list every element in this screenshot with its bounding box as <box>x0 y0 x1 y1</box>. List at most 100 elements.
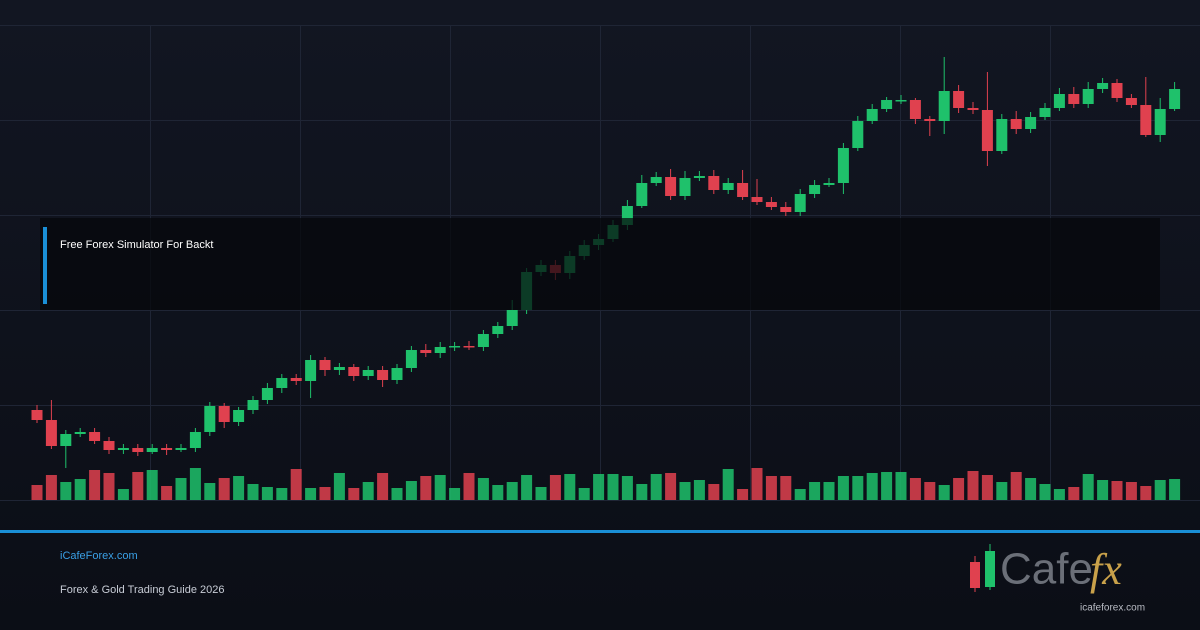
volume-bar <box>924 482 936 500</box>
candle-body <box>218 406 230 422</box>
overlay-accent <box>43 227 47 304</box>
candle-body <box>852 121 864 148</box>
candle-body <box>981 110 993 151</box>
candle-body <box>89 432 101 441</box>
volume-bar <box>45 475 57 500</box>
candle-body <box>276 378 288 388</box>
volume-bar <box>276 488 288 500</box>
volume-bar <box>377 473 389 500</box>
volume-bar <box>765 476 777 500</box>
volume-bar <box>175 478 187 500</box>
candle-body <box>967 108 979 110</box>
candle-body <box>1053 94 1065 108</box>
volume-bar <box>204 483 216 500</box>
volume-bar <box>319 487 331 500</box>
volume-bar <box>218 478 230 500</box>
candle-body <box>1125 98 1137 105</box>
candle-body <box>204 406 216 432</box>
volume-bar <box>535 487 547 500</box>
candle-body <box>175 448 187 450</box>
candle-body <box>924 119 936 121</box>
footer-tagline: Forex & Gold Trading Guide 2026 <box>60 584 224 596</box>
divider <box>0 530 1200 533</box>
volume-bar <box>146 470 158 500</box>
candle-body <box>996 119 1008 151</box>
candle-body <box>679 178 691 196</box>
candle-body <box>794 194 806 212</box>
volume-bar <box>636 484 648 500</box>
candle-body <box>189 432 201 448</box>
logo-mark: fx <box>1090 545 1122 594</box>
volume-bar <box>449 488 461 500</box>
candle-body <box>161 448 173 450</box>
candle-body <box>31 410 43 420</box>
candle-body <box>103 441 115 450</box>
volume-bar <box>1154 480 1166 500</box>
candle-body <box>60 434 72 446</box>
volume-bar <box>909 478 921 500</box>
volume-bar <box>1111 481 1123 500</box>
candle-body <box>722 183 734 190</box>
candle-body <box>362 370 374 376</box>
volume-bar <box>938 485 950 500</box>
candle-body <box>477 334 489 347</box>
volume-bar <box>161 486 173 500</box>
volume-bar <box>261 487 273 500</box>
volume-bar <box>1125 482 1137 500</box>
candle-body <box>434 347 446 353</box>
candle-body <box>333 367 345 370</box>
candle-body <box>463 346 475 348</box>
volume-bar <box>1082 474 1094 500</box>
volume-bar <box>1025 478 1037 500</box>
volume-bar <box>420 476 432 500</box>
candle-body <box>650 177 662 183</box>
candle-body <box>261 388 273 400</box>
volume-bar <box>233 476 245 500</box>
candle-body <box>938 91 950 121</box>
volume-bar <box>737 489 749 500</box>
candle-body <box>1010 119 1022 129</box>
volume-bar <box>621 476 633 500</box>
candle-body <box>449 346 461 348</box>
volume-bar <box>881 472 893 500</box>
candle-body <box>319 360 331 370</box>
candle-body <box>1082 89 1094 104</box>
candle-body <box>146 448 158 452</box>
candle-body <box>233 410 245 422</box>
volume-bar <box>895 472 907 500</box>
candle-body <box>881 100 893 109</box>
volume-bar <box>117 489 129 500</box>
candle-body <box>117 448 129 450</box>
logo: Cafe fx icafeforex.com <box>970 544 1145 614</box>
candle-body <box>132 448 144 452</box>
footer-site: iCafeForex.com <box>60 550 138 562</box>
volume-bar <box>506 482 518 500</box>
candle-body <box>405 350 417 368</box>
logo-url: icafeforex.com <box>1080 603 1145 614</box>
candle-body <box>420 350 432 353</box>
candle-body <box>391 368 403 380</box>
candle-body <box>909 100 921 119</box>
volume-bar <box>866 473 878 500</box>
volume-bar <box>837 476 849 500</box>
volume-bar <box>722 469 734 500</box>
candle-body <box>823 183 835 185</box>
volume-bar <box>549 475 561 500</box>
candle-body <box>1097 83 1109 89</box>
volume-bar <box>31 485 43 500</box>
volume-bar <box>477 478 489 500</box>
candle-body <box>1140 105 1152 135</box>
candle-body <box>636 183 648 206</box>
volume-bar <box>463 473 475 500</box>
logo-word: Cafe <box>1000 545 1093 594</box>
volume-bar <box>1053 489 1065 500</box>
candle-body <box>1169 89 1181 109</box>
volume-bar <box>405 481 417 500</box>
volume-bar <box>578 488 590 500</box>
candle-body <box>780 207 792 212</box>
volume-bar <box>953 478 965 500</box>
candle-body <box>665 177 677 196</box>
volume-bar <box>492 485 504 500</box>
